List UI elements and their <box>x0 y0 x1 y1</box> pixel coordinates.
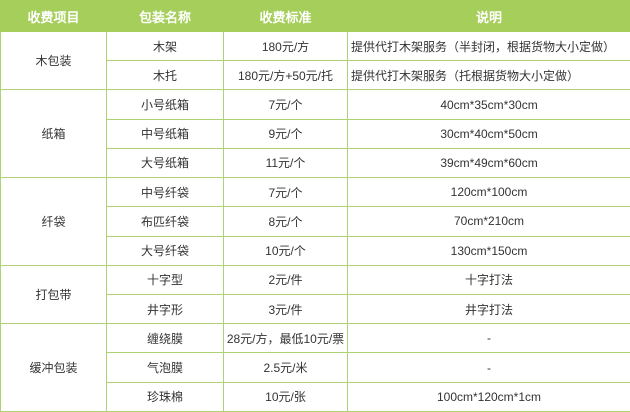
note-cell: 30cm*40cm*50cm <box>347 118 630 149</box>
package-name-cell: 布匹纤袋 <box>106 206 224 237</box>
price-cell: 2.5元/米 <box>223 352 348 383</box>
price-cell: 7元/个 <box>223 177 348 208</box>
package-name-cell: 大号纸箱 <box>106 147 224 179</box>
note-cell: 100cm*120cm*1cm <box>347 381 630 412</box>
table-row: 珍珠棉 10元/张 100cm*120cm*1cm <box>1 381 630 412</box>
package-name-cell: 大号纤袋 <box>106 235 224 266</box>
price-cell: 2元/件 <box>223 264 348 295</box>
note-cell: 120cm*100cm <box>347 177 630 208</box>
table-row: 纤袋 中号纤袋 7元/个 120cm*100cm <box>0 177 630 266</box>
group-cell-wood-packing: 木包装 <box>0 30 107 91</box>
table-row: 中号纸箱 9元/个 30cm*40cm*50cm <box>1 118 630 149</box>
package-name-cell: 缠绕膜 <box>106 323 224 354</box>
package-name-cell: 中号纸箱 <box>106 118 224 149</box>
table-row: 木包装 木架 180元/方 提供代打木架服务（半封闭，根据货物大小定做） <box>0 30 630 91</box>
note-cell: 130cm*150cm <box>347 235 630 266</box>
price-cell: 3元/件 <box>223 293 348 325</box>
header-description: 说明 <box>347 0 630 32</box>
price-cell: 28元/方，最低10元/票 <box>223 323 348 354</box>
price-cell: 180元/方+50元/托 <box>223 60 348 91</box>
note-cell: 40cm*35cm*30cm <box>347 89 630 120</box>
group-cell-fiber-bag: 纤袋 <box>0 177 107 266</box>
price-cell: 9元/个 <box>223 118 348 149</box>
price-cell: 8元/个 <box>223 206 348 237</box>
note-cell: - <box>347 323 630 354</box>
header-row: 收费项目 包装名称 收费标准 说明 <box>0 0 630 32</box>
package-name-cell: 珍珠棉 <box>106 381 224 412</box>
table-row: 打包带 十字型 2元/件 十字打法 <box>0 264 630 325</box>
note-cell: 39cm*49cm*60cm <box>347 147 630 179</box>
price-cell: 7元/个 <box>223 89 348 120</box>
header-package-name: 包装名称 <box>106 0 224 32</box>
note-cell: 井字打法 <box>347 293 630 325</box>
package-name-cell: 十字型 <box>106 264 224 295</box>
price-cell: 11元/个 <box>223 147 348 179</box>
group-cell-packing-belt: 打包带 <box>0 264 107 325</box>
table-row: 大号纸箱 11元/个 39cm*49cm*60cm <box>1 147 630 179</box>
note-cell: - <box>347 352 630 383</box>
group-cell-cushion-packing: 缓冲包装 <box>0 323 107 412</box>
price-cell: 10元/个 <box>223 235 348 266</box>
package-name-cell: 木托 <box>106 60 224 91</box>
note-cell: 十字打法 <box>347 264 630 295</box>
package-name-cell: 井字形 <box>106 293 224 325</box>
package-name-cell: 小号纸箱 <box>106 89 224 120</box>
package-name-cell: 中号纤袋 <box>106 177 224 208</box>
table-row: 布匹纤袋 8元/个 70cm*210cm <box>1 206 630 237</box>
table-row: 缓冲包装 缠绕膜 28元/方，最低10元/票 - <box>0 323 630 412</box>
price-cell: 10元/张 <box>223 381 348 412</box>
package-name-cell: 木架 <box>106 30 224 62</box>
header-charge-item: 收费项目 <box>0 0 107 32</box>
table-row: 大号纤袋 10元/个 130cm*150cm <box>1 235 630 266</box>
price-cell: 180元/方 <box>223 30 348 62</box>
group-cell-carton: 纸箱 <box>0 89 107 179</box>
note-cell: 70cm*210cm <box>347 206 630 237</box>
package-name-cell: 气泡膜 <box>106 352 224 383</box>
table-row: 纸箱 小号纸箱 7元/个 40cm*35cm*30cm <box>0 89 630 179</box>
header-charge-standard: 收费标准 <box>223 0 348 32</box>
note-cell: 提供代打木架服务（托根据货物大小定做） <box>347 60 630 91</box>
table-row: 气泡膜 2.5元/米 - <box>1 352 630 383</box>
note-cell: 提供代打木架服务（半封闭，根据货物大小定做） <box>347 30 630 62</box>
